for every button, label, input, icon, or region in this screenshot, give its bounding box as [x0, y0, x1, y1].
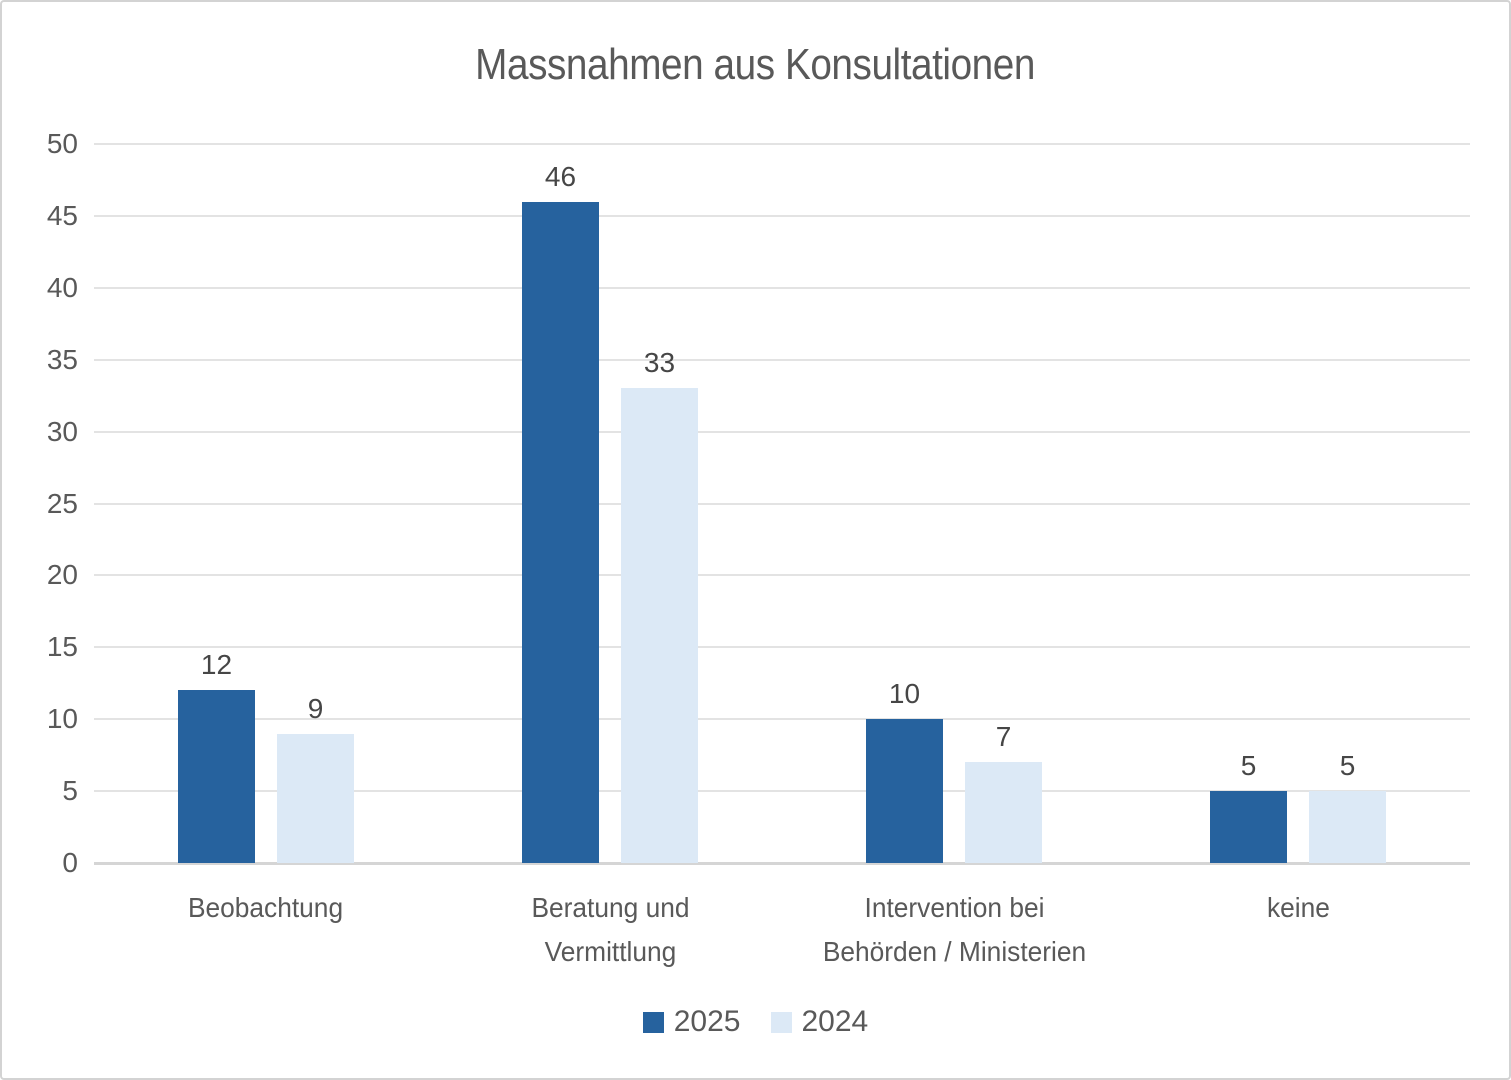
y-tick-label: 30	[46, 415, 78, 447]
plot-area: 0 5 10 15 20 25 30 35 40 45 50 12 9 46 33 10 7 5 5	[47, 128, 1470, 878]
legend: 2025 2024	[2, 1005, 1509, 1039]
x-category-label-text: keine	[1266, 892, 1330, 923]
bar-2025	[178, 690, 255, 863]
chart-title: Massnahmen aus Konsultationen	[475, 40, 1036, 89]
gridline	[94, 286, 1470, 289]
gridline	[94, 790, 1470, 793]
bar-2024	[277, 733, 354, 863]
value-label: 5	[1339, 750, 1356, 782]
gridline	[94, 214, 1470, 217]
legend-swatch-icon	[770, 1011, 792, 1033]
bar-2024	[621, 388, 698, 863]
gridline	[94, 358, 1470, 361]
value-label: 46	[544, 160, 577, 192]
value-label: 5	[1240, 750, 1257, 782]
legend-entry-2025: 2025	[642, 1005, 741, 1039]
legend-label: 2024	[801, 1005, 869, 1038]
legend-entry-2024: 2024	[770, 1005, 869, 1039]
bar-2025	[866, 719, 943, 863]
bar-group: 10 7	[782, 144, 1126, 863]
y-tick-label: 15	[46, 631, 78, 663]
gridline	[94, 502, 1470, 505]
y-tick-label: 35	[46, 343, 78, 375]
y-tick-label: 20	[46, 559, 78, 591]
gridline	[94, 574, 1470, 577]
x-category-label-text: Beratung und Vermittlung	[530, 892, 690, 967]
x-axis-line	[94, 862, 1470, 865]
y-tick-label: 0	[62, 847, 78, 878]
x-category-label: Beobachtung	[94, 886, 438, 930]
y-tick-label: 40	[46, 271, 78, 303]
bar-group: 46 33	[438, 144, 782, 863]
value-label: 12	[200, 649, 233, 681]
x-category-label-text: Intervention bei Behörden / Ministerien	[822, 892, 1086, 967]
bar-2025	[522, 201, 599, 863]
x-category-label: Beratung und Vermittlung	[438, 886, 782, 974]
legend-swatch-icon	[642, 1011, 664, 1033]
y-tick-label: 10	[46, 703, 78, 735]
gridline	[94, 143, 1470, 145]
bar-group: 12 9	[94, 144, 438, 863]
x-axis-labels: Beobachtung Beratung und Vermittlung Inter…	[94, 886, 1470, 986]
gridline	[94, 718, 1470, 721]
gridline	[94, 430, 1470, 433]
x-category-label-text: Beobachtung	[188, 892, 344, 923]
value-label: 7	[995, 721, 1012, 753]
value-label: 9	[307, 692, 324, 724]
x-category-label: Intervention bei Behörden / Ministerien	[782, 886, 1126, 974]
y-tick-label: 5	[62, 775, 78, 807]
y-tick-label: 25	[46, 487, 78, 519]
x-category-label: keine	[1126, 886, 1470, 930]
bar-2024	[1309, 791, 1386, 863]
chart-title-row: Massnahmen aus Konsultationen	[2, 40, 1509, 90]
value-label: 10	[888, 678, 921, 710]
bar-2024	[965, 762, 1042, 863]
bar-2025	[1210, 791, 1287, 863]
gridline	[94, 646, 1470, 649]
value-label: 33	[643, 347, 676, 379]
y-tick-label: 45	[46, 199, 78, 231]
legend-label: 2025	[673, 1005, 741, 1038]
y-tick-label: 50	[46, 128, 78, 159]
